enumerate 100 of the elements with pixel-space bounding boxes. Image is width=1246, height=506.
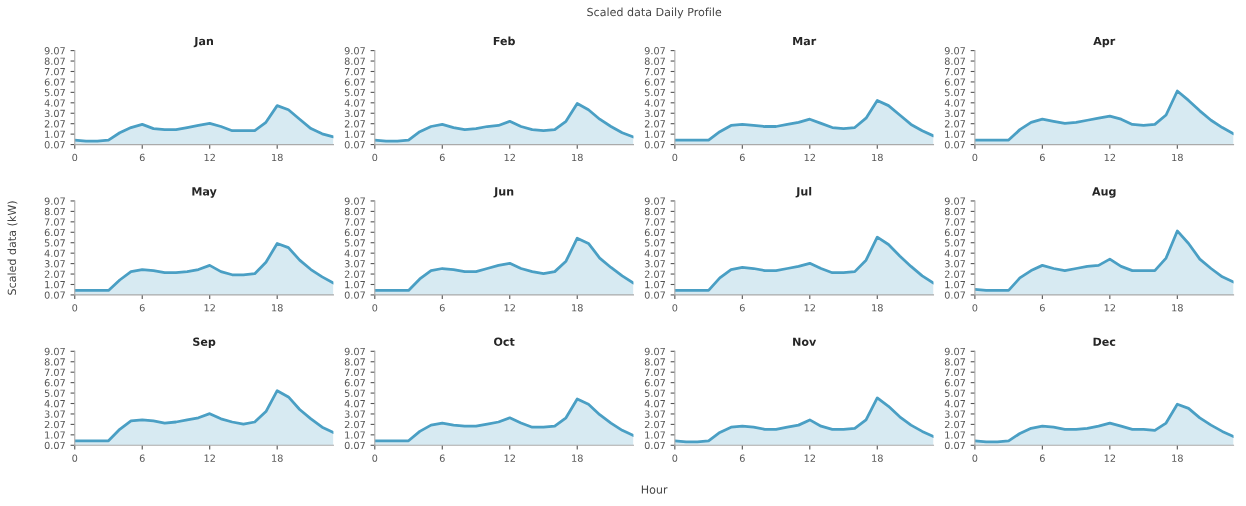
y-tick-label: 7.07 xyxy=(945,218,966,226)
y-tick-label: 6.07 xyxy=(344,228,365,237)
x-tick-label: 0 xyxy=(72,454,78,462)
y-tick-label: 3.07 xyxy=(644,109,665,118)
y-tick-label: 6.07 xyxy=(944,379,966,387)
y-tick-label: 8.07 xyxy=(644,358,665,366)
text: Hour xyxy=(641,485,668,494)
x-tick-label: 6 xyxy=(739,454,745,462)
y-tick-label: 4.07 xyxy=(944,399,966,408)
y-tick-label: 6.07 xyxy=(944,228,966,237)
y-tick-label: 9.07 xyxy=(944,197,966,205)
y-tick-label: 4.07 xyxy=(344,399,365,408)
y-tick-label: 0.07 xyxy=(344,141,365,149)
y-tick-label: 3.07 xyxy=(944,109,966,118)
x-tick-label: 6 xyxy=(1039,153,1045,162)
x-tick-label: 12 xyxy=(504,153,515,161)
y-tick-label: 6.07 xyxy=(44,379,65,387)
y-tick-label: 2.07 xyxy=(944,270,966,278)
y-tick-label: 9.07 xyxy=(944,47,966,55)
y-tick-label: 8.07 xyxy=(44,57,65,65)
x-tick-label: 18 xyxy=(1172,304,1183,312)
y-tick-label: 5.07 xyxy=(44,239,65,247)
y-tick-label: 7.07 xyxy=(644,218,665,226)
y-tick-label: 4.07 xyxy=(44,399,65,408)
y-tick-label: 7.07 xyxy=(945,67,966,76)
y-tick-label: 8.07 xyxy=(44,207,65,216)
y-tick-label: 5.07 xyxy=(344,389,365,397)
y-tick-label: 4.07 xyxy=(944,249,966,257)
y-tick-label: 0.07 xyxy=(944,291,966,299)
y-tick-label: 0.07 xyxy=(344,291,365,299)
x-tick-label: 12 xyxy=(204,153,215,161)
y-tick-label: 0.07 xyxy=(644,291,665,299)
x-tick-label: 6 xyxy=(139,153,145,162)
y-tick-label: 4.07 xyxy=(644,99,665,107)
y-tick-label: 9.07 xyxy=(44,347,65,356)
y-tick-label: 0.07 xyxy=(644,441,665,450)
x-tick-label: 12 xyxy=(1104,454,1116,462)
x-tick-label: 18 xyxy=(872,454,883,462)
y-tick-label: 7.07 xyxy=(344,218,365,226)
y-tick-label: 3.07 xyxy=(344,410,365,418)
x-tick-label: 18 xyxy=(1172,454,1183,462)
x-tick-label: 6 xyxy=(1039,304,1045,312)
y-tick-label: 3.07 xyxy=(944,410,966,418)
chart-title: Nov xyxy=(793,337,817,346)
y-tick-label: 8.07 xyxy=(644,207,665,216)
y-tick-label: 8.07 xyxy=(644,57,665,65)
y-tick-label: 2.07 xyxy=(44,420,65,429)
y-tick-label: 0.07 xyxy=(944,141,966,149)
x-tick-label: 6 xyxy=(739,304,745,312)
x-tick-label: 18 xyxy=(1172,153,1183,162)
x-tick-label: 0 xyxy=(972,153,978,162)
y-tick-label: 8.07 xyxy=(44,358,65,366)
y-tick-label: 1.07 xyxy=(945,280,966,289)
x-tick-label: 0 xyxy=(72,304,78,312)
x-tick-label: 6 xyxy=(1039,454,1045,462)
x-tick-label: 18 xyxy=(272,153,283,162)
x-tick-label: 18 xyxy=(272,454,283,462)
y-tick-label: 8.07 xyxy=(344,207,365,216)
x-tick-label: 0 xyxy=(672,454,678,462)
y-tick-label: 7.07 xyxy=(44,67,65,76)
x-tick-label: 18 xyxy=(872,304,883,312)
chart-title: Oct xyxy=(494,337,515,346)
y-tick-label: 5.07 xyxy=(344,239,365,247)
x-tick-label: 12 xyxy=(1104,304,1116,312)
y-tick-label: 7.07 xyxy=(44,368,65,377)
text: Scaled data (kW) xyxy=(7,201,18,295)
y-tick-label: 9.07 xyxy=(944,347,966,356)
chart-title: Sep xyxy=(193,337,216,349)
x-tick-label: 6 xyxy=(739,153,745,162)
y-tick-label: 7.07 xyxy=(644,67,665,76)
chart-title: May xyxy=(192,187,217,198)
y-tick-label: 2.07 xyxy=(344,120,365,128)
y-tick-label: 3.07 xyxy=(344,109,365,118)
y-tick-label: 1.07 xyxy=(645,280,665,289)
y-tick-label: 1.07 xyxy=(945,431,966,439)
y-tick-label: 7.07 xyxy=(945,368,966,377)
y-tick-label: 6.07 xyxy=(44,228,65,237)
x-tick-label: 0 xyxy=(972,304,978,312)
y-tick-label: 3.07 xyxy=(44,410,65,418)
chart-title: Jan xyxy=(193,36,213,48)
y-tick-label: 5.07 xyxy=(44,88,65,97)
x-tick-label: 12 xyxy=(804,153,816,161)
y-tick-label: 9.07 xyxy=(344,47,365,55)
y-tick-label: 0.07 xyxy=(44,141,65,149)
chart-title: Dec xyxy=(1093,337,1116,346)
y-tick-label: 7.07 xyxy=(344,67,365,76)
x-tick-label: 0 xyxy=(372,454,378,462)
y-tick-label: 1.07 xyxy=(345,280,365,289)
y-tick-label: 9.07 xyxy=(644,47,665,55)
x-tick-label: 12 xyxy=(504,304,515,312)
y-tick-label: 1.07 xyxy=(345,130,365,138)
y-tick-label: 4.07 xyxy=(344,99,365,107)
x-tick-label: 0 xyxy=(672,153,678,162)
y-tick-label: 1.07 xyxy=(45,280,65,289)
y-tick-label: 3.07 xyxy=(344,260,365,268)
y-tick-label: 5.07 xyxy=(944,88,966,97)
y-tick-label: 4.07 xyxy=(644,399,665,408)
y-tick-label: 9.07 xyxy=(44,197,65,205)
x-tick-label: 6 xyxy=(139,454,145,462)
y-tick-label: 2.07 xyxy=(644,420,665,429)
